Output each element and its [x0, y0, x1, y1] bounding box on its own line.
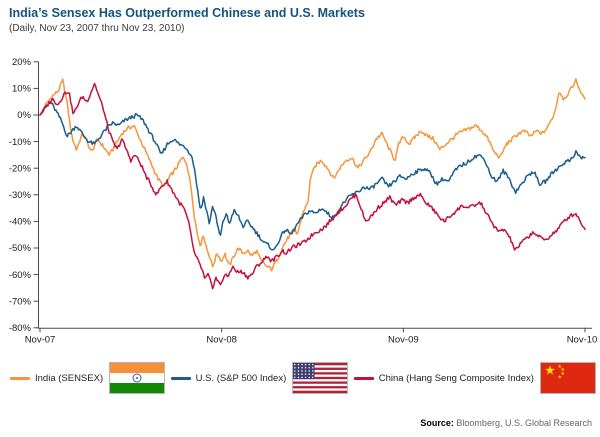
x-tick-label: Nov-10 [567, 334, 598, 345]
india-flag-icon [109, 362, 166, 394]
y-tick-label: -10% [9, 137, 32, 148]
legend-swatch-us [170, 376, 191, 380]
svg-text:★: ★ [560, 367, 565, 373]
legend-swatch-china [353, 376, 374, 380]
legend-swatch-india [10, 376, 30, 380]
y-tick-label: -50% [9, 243, 32, 254]
legend-label-china: China (Hang Seng Composite Index) [378, 372, 534, 384]
legend-label-us: U.S. (S&P 500 Index) [195, 372, 287, 384]
x-tick-label: Nov-07 [25, 334, 56, 345]
legend-item-india: India (SENSEX) [10, 362, 166, 394]
legend-label-india: India (SENSEX) [35, 372, 104, 384]
legend-item-us: U.S. (S&P 500 Index) [170, 362, 349, 394]
source-line: Source: Bloomberg, U.S. Global Research [420, 418, 592, 428]
source-label: Source: [420, 418, 454, 428]
china-flag-icon: ★ ★ ★ ★ [539, 362, 596, 394]
y-tick-label: 0% [17, 110, 31, 121]
x-tick-label: Nov-08 [206, 334, 237, 345]
series-line-u-s-s-p-500-index [39, 101, 586, 251]
chart-title: India’s Sensex Has Outperformed Chinese … [9, 6, 365, 20]
series-line-china-hang-seng-composite-index [39, 82, 586, 290]
y-tick-label: 10% [12, 84, 32, 95]
source-text: Bloomberg, U.S. Global Research [453, 418, 592, 428]
chart-legend: India (SENSEX) U.S. (S&P 500 Index) [10, 359, 596, 397]
us-flag-icon [292, 362, 349, 394]
svg-text:★: ★ [557, 375, 562, 381]
chart-subtitle: (Daily, Nov 23, 2007 thru Nov 23, 2010) [9, 23, 185, 34]
x-tick-label: Nov-09 [388, 334, 419, 345]
svg-text:★: ★ [557, 364, 562, 370]
y-tick-label: 20% [12, 57, 32, 68]
legend-item-china: China (Hang Seng Composite Index) ★ ★ ★ … [353, 362, 596, 394]
y-tick-label: -80% [9, 323, 32, 334]
y-tick-label: -20% [9, 163, 32, 174]
y-tick-label: -70% [9, 296, 32, 307]
chart-plot: 20% 10% 0% -10% -20% -30% -40% -50% -60% -70% -80%… [9, 57, 598, 345]
series-line-india-sensex [39, 78, 586, 272]
y-tick-label: -60% [9, 270, 32, 281]
y-tick-label: -40% [9, 217, 32, 228]
y-tick-label: -30% [9, 190, 32, 201]
svg-text:★: ★ [560, 371, 565, 377]
